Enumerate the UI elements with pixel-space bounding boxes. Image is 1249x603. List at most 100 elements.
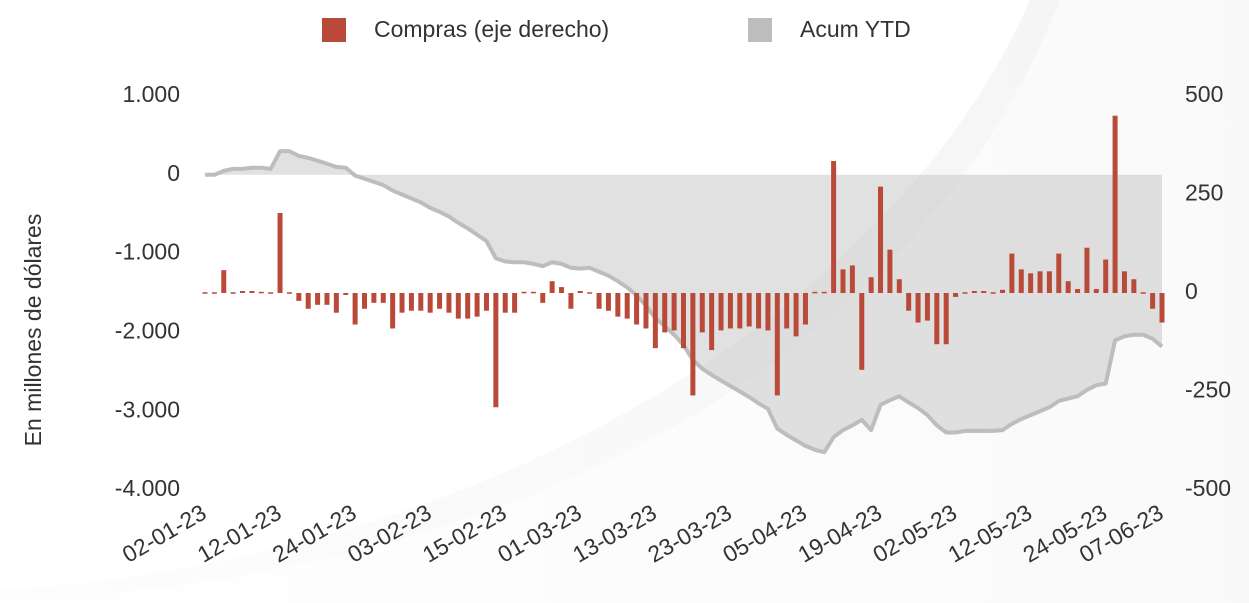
bar <box>333 293 339 313</box>
bar <box>934 293 940 345</box>
bar <box>1075 289 1081 293</box>
bar <box>559 287 565 293</box>
bar <box>465 293 471 319</box>
bar <box>446 293 452 313</box>
bar <box>981 291 987 293</box>
y-tick-label: -4.000 <box>115 475 180 501</box>
bar <box>202 292 208 294</box>
bar <box>1112 115 1118 293</box>
bar <box>211 292 217 294</box>
bar <box>802 293 808 325</box>
bar <box>277 213 283 293</box>
bar <box>587 292 593 294</box>
bar <box>962 292 968 294</box>
bar <box>240 291 246 293</box>
bar <box>718 293 724 331</box>
bar <box>427 293 433 313</box>
bar <box>774 293 780 396</box>
bar <box>821 291 827 294</box>
bar <box>540 293 546 303</box>
bar <box>953 293 959 297</box>
bar <box>1065 281 1071 293</box>
bar <box>390 293 396 329</box>
bar <box>605 293 611 311</box>
bar <box>221 270 227 293</box>
bar <box>399 293 405 313</box>
bar <box>737 293 743 329</box>
bar <box>1131 279 1137 293</box>
y2-tick-label: 500 <box>1185 81 1223 107</box>
bar <box>324 293 330 305</box>
bar <box>746 293 752 327</box>
bar <box>765 293 771 331</box>
bar <box>1150 293 1156 309</box>
bar <box>455 293 461 319</box>
bar <box>1009 253 1015 293</box>
y-tick-label: 0 <box>167 160 180 186</box>
bar <box>887 249 893 293</box>
bar <box>652 293 658 349</box>
bar <box>549 281 555 293</box>
bar <box>474 293 480 317</box>
bar <box>699 293 705 333</box>
bar <box>315 293 321 305</box>
bar <box>296 293 302 301</box>
y-tick-label: -2.000 <box>115 317 180 343</box>
bar <box>878 186 884 293</box>
bar <box>906 293 912 311</box>
bar <box>812 291 818 294</box>
bar <box>868 277 874 293</box>
bar <box>615 293 621 317</box>
bar <box>408 293 414 311</box>
bar <box>690 293 696 396</box>
y2-tick-label: -500 <box>1185 475 1231 501</box>
bar <box>380 293 386 303</box>
bar <box>681 293 686 349</box>
bar <box>1121 271 1127 293</box>
bar <box>483 293 489 311</box>
bar <box>362 293 367 309</box>
bar <box>1159 293 1165 323</box>
bar <box>1093 289 1099 293</box>
y-tick-label: -1.000 <box>115 239 180 265</box>
bar <box>521 291 527 294</box>
bar <box>793 293 799 337</box>
bar <box>437 293 443 309</box>
legend-swatch <box>322 18 346 42</box>
y-tick-label: 1.000 <box>122 81 180 107</box>
bar <box>268 292 274 294</box>
bar <box>756 293 762 329</box>
bar <box>352 293 358 325</box>
bar <box>943 293 949 345</box>
bar <box>840 269 846 293</box>
bar <box>784 293 790 329</box>
bar <box>990 292 996 294</box>
bar <box>512 293 518 313</box>
bar <box>230 292 236 294</box>
bar <box>1140 292 1146 294</box>
bar <box>671 293 677 331</box>
bar <box>1037 271 1043 293</box>
bar <box>577 291 583 293</box>
bar <box>915 293 921 323</box>
y-tick-label: -3.000 <box>115 396 180 422</box>
bar <box>343 293 349 295</box>
bar <box>634 293 640 325</box>
bar <box>418 293 424 311</box>
bar <box>1018 269 1024 293</box>
bar <box>924 293 930 321</box>
bar <box>286 292 292 294</box>
bar <box>849 265 855 293</box>
legend-label: Acum YTD <box>800 16 911 42</box>
bar <box>596 293 602 309</box>
y2-tick-label: 0 <box>1185 278 1198 304</box>
bar <box>249 291 255 293</box>
bar <box>971 291 977 293</box>
bar <box>1000 289 1005 293</box>
bar <box>1056 253 1062 293</box>
bar <box>1028 273 1034 293</box>
bar <box>896 279 902 293</box>
bar <box>624 293 630 319</box>
